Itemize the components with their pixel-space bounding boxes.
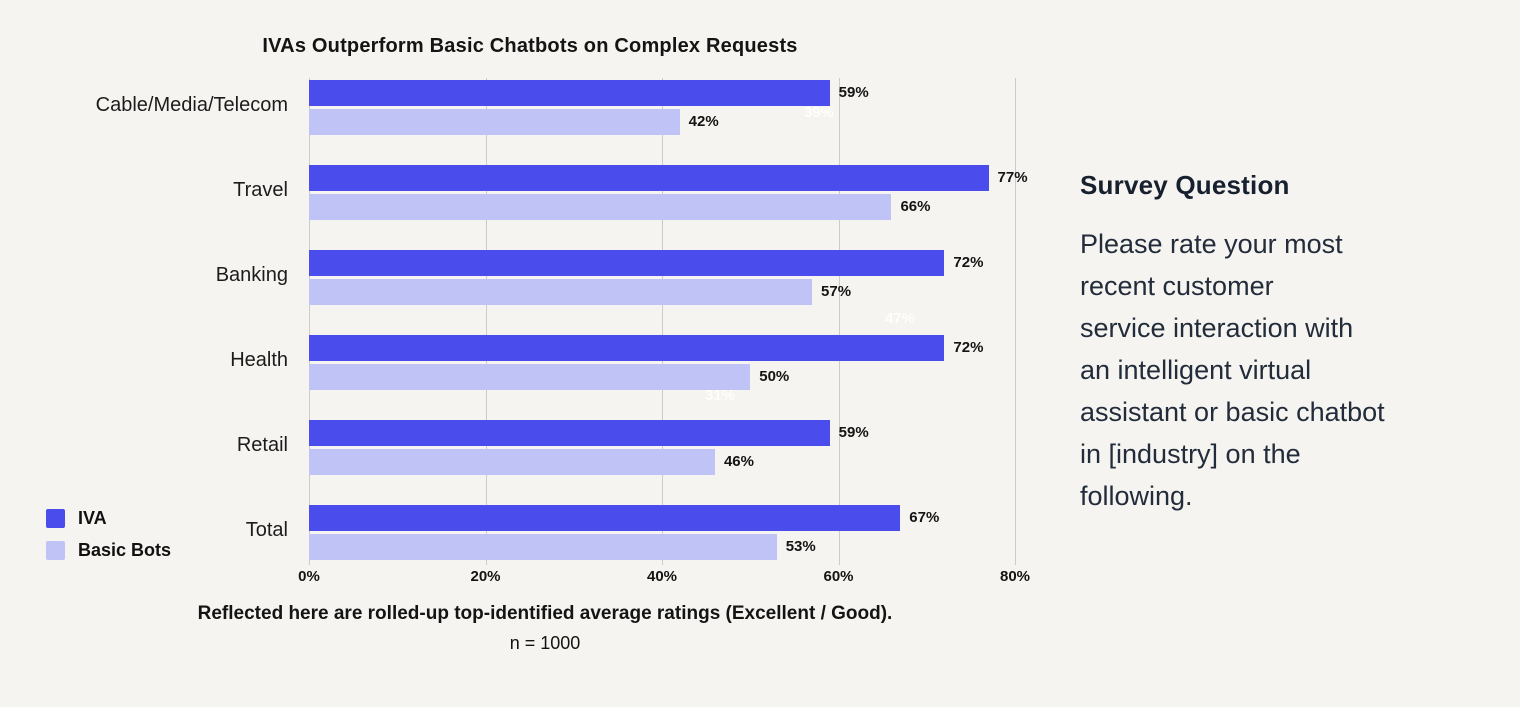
- basic-bots-bar: [309, 364, 751, 390]
- basic-bots-bar: [309, 109, 680, 135]
- iva-bar: [309, 165, 989, 191]
- iva-bar: [309, 335, 945, 361]
- category-label: Total: [245, 519, 288, 541]
- bar-value-label: 67%: [909, 509, 940, 526]
- gridline: [662, 78, 663, 565]
- survey-question-body: Please rate your most recent customer se…: [1080, 229, 1385, 511]
- basic-bots-swatch-icon: [46, 540, 65, 560]
- legend-item-iva: IVA: [46, 508, 171, 528]
- bar-value-label: 50%: [759, 368, 790, 385]
- basic-bots-bar: [309, 279, 813, 305]
- ghost-label: 39%: [804, 104, 835, 121]
- x-tick-label: 0%: [298, 568, 320, 585]
- gridline: [485, 78, 487, 565]
- bar-value-label: 72%: [953, 339, 984, 356]
- x-axis: 0% 20% 40% 60% 80%: [298, 568, 1030, 592]
- x-tick-label: 40%: [646, 568, 678, 585]
- legend-label-iva: IVA: [78, 507, 107, 528]
- iva-swatch-icon: [46, 508, 65, 528]
- bar-value-label: 77%: [997, 169, 1028, 186]
- category-label: Retail: [236, 434, 288, 456]
- category-axis: Cable/Media/Telecom Travel Banking Health Re…: [0, 78, 288, 565]
- basic-bots-bar: [309, 194, 892, 220]
- survey-question-panel: Survey Question Please rate your most re…: [1080, 170, 1500, 517]
- basic-bots-bar: [309, 534, 777, 560]
- bar-value-label: 59%: [838, 84, 869, 101]
- bar-value-label: 42%: [688, 113, 719, 130]
- bar-value-label: 59%: [838, 424, 869, 441]
- bottom-strip: [0, 707, 1520, 714]
- basic-bots-bar: [309, 449, 715, 475]
- category-label: Health: [230, 349, 288, 371]
- ghost-label: 31%: [705, 387, 736, 404]
- bar-value-label: 57%: [821, 283, 852, 300]
- bar-chart-plot-area: 59% 42% 77% 66% 72% 57% 72% 50% 59% 46% 67% 53% 39% 4…: [309, 78, 1028, 565]
- survey-question-heading: Survey Question: [1080, 170, 1290, 200]
- iva-bar: [309, 80, 830, 106]
- gridline: [309, 78, 310, 565]
- footnote-line-2: n = 1000: [509, 633, 581, 653]
- bar-value-label: 46%: [723, 453, 754, 470]
- chart-legend: IVA Basic Bots: [46, 508, 171, 572]
- iva-bar: [309, 420, 830, 446]
- legend-item-basic-bots: Basic Bots: [46, 540, 171, 560]
- legend-label-basic-bots: Basic Bots: [78, 539, 172, 560]
- gridline: [1015, 78, 1016, 565]
- gridline: [838, 78, 840, 565]
- category-label: Travel: [233, 179, 288, 201]
- iva-bar: [309, 250, 945, 276]
- bar-value-label: 66%: [900, 198, 931, 215]
- x-tick-label: 60%: [823, 568, 854, 585]
- bar-value-label: 72%: [953, 254, 984, 271]
- bar-value-label: 53%: [785, 538, 816, 555]
- footnote-line-1: Reflected here are rolled-up top-identif…: [197, 603, 893, 624]
- iva-bar: [309, 505, 901, 531]
- category-label: Banking: [215, 264, 288, 286]
- chart-title: IVAs Outperform Basic Chatbots on Comple…: [262, 35, 798, 57]
- x-tick-label: 80%: [999, 568, 1031, 585]
- ghost-label: 47%: [885, 310, 916, 327]
- category-label: Cable/Media/Telecom: [95, 94, 288, 116]
- x-tick-label: 20%: [470, 568, 501, 585]
